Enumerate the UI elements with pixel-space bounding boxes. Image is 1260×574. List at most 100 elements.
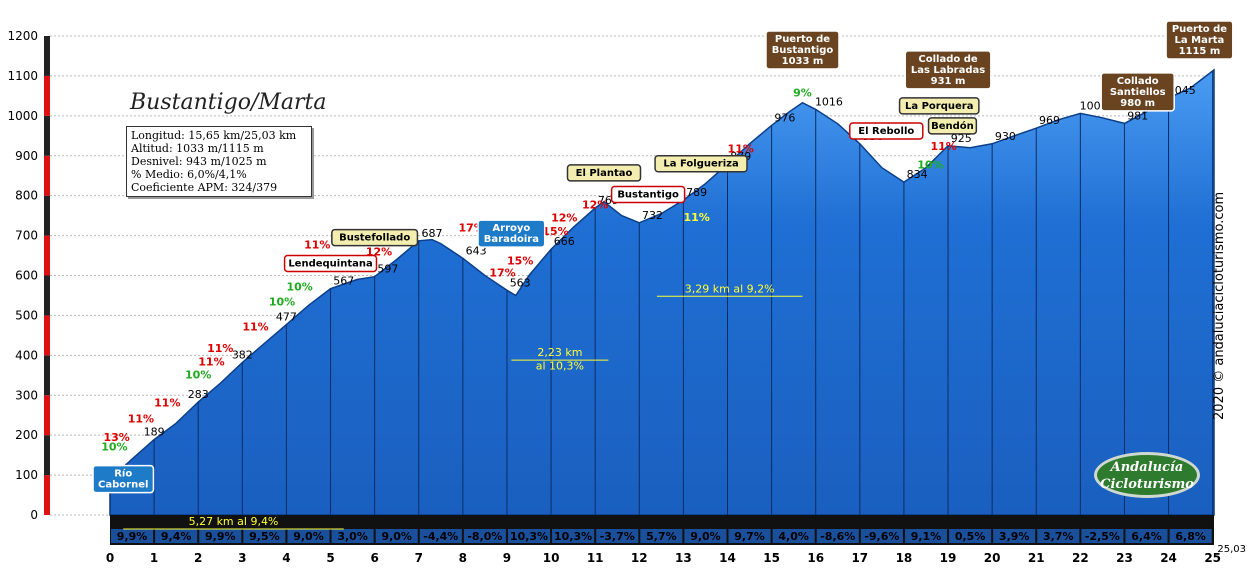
km-slope-label: 10,3% [510,530,548,543]
place-box [92,464,155,494]
x-tick-label: 17 [851,551,868,565]
scale-segment [44,355,50,396]
ramp-label: 15% [542,225,568,238]
place-label: El Plantao [566,164,642,182]
ramp-label: 10% [269,295,295,308]
x-tick-label: 2 [194,551,202,565]
place-text: La Porquera [905,101,973,112]
y-tick-label: 1100 [7,69,38,83]
place-text: Bustefollado [339,233,410,244]
slope-cell [552,529,595,543]
scale-segment [44,395,50,436]
elevation-value: 666 [554,235,575,248]
place-text: La Marta [1175,35,1225,46]
place-text: Bendón [931,120,974,132]
km-slope-label: 3,0% [337,530,368,543]
km-lines [109,70,1214,515]
elevation-value: 1016 [815,95,843,108]
slope-cell [111,529,154,543]
km-slope-label: 9,9% [205,530,236,543]
km-slope-label: 9,0% [293,530,324,543]
stretch-label: 3,29 km al 9,2% [685,282,775,295]
place-text: Río [114,468,132,480]
km-slope-label: 9,0% [381,530,412,543]
slope-cell [816,529,859,543]
elevation-value: 283 [188,388,209,401]
place-text: Santiellos [1110,87,1166,98]
scale-segment [44,435,50,476]
km-slope-label: 9,0% [690,530,721,543]
x-tick-label: 7 [415,551,423,565]
km-slope-label: 3,9% [999,530,1030,543]
x-tick-label: 11 [587,551,604,565]
x-tick-label: 23 [1116,551,1133,565]
ramp-label: 11% [154,396,180,409]
slope-cell [507,529,551,543]
km-slope-label: -3,7% [600,530,635,543]
scale-segment [44,115,50,156]
elevation-value: 382 [232,349,253,362]
slope-cell [419,529,462,543]
slope-cell [243,529,286,543]
ramp-label: 10% [917,159,943,172]
slope-cell [904,529,948,543]
place-box [904,50,992,90]
km-slope-label: 9,9% [117,530,148,543]
km-slope-label: -4,4% [423,530,458,543]
chart-title: Bustantigo/Marta [130,90,327,115]
place-label: Bustefollado [331,228,419,247]
elevation-value: 925 [951,132,972,145]
elevation-value: 687 [421,227,442,240]
x-tick-label: 10 [543,551,560,565]
km-slope-label: 9,4% [161,530,192,543]
elevation-value: 597 [377,263,398,276]
km-slope-label: -2,5% [1085,530,1120,543]
place-text: 1115 m [1179,46,1221,57]
y-tick-label: 700 [15,229,38,243]
elevation-value: 567 [333,275,354,288]
scale-segment [44,475,50,515]
info-coefficient: Coeficiente APM: 324/379 [131,181,278,194]
ramp-label: 12% [582,198,608,211]
slope-cell [772,529,815,543]
ramp-label: 11% [207,342,233,355]
km-slope-label: 4,0% [778,530,809,543]
slope-cell [596,529,639,543]
y-tick-label: 200 [15,428,38,442]
slope-cell [375,529,418,543]
x-tick-label: 1 [150,551,158,565]
elevation-value: 477 [276,311,297,324]
elevation-value: 789 [686,186,707,199]
info-average: % Medio: 6,0%/4,1% [131,168,247,181]
place-label: Bendón [927,117,978,135]
place-box [654,154,748,173]
ramp-label: 11% [930,140,956,153]
x-tick-label: 14 [719,551,736,565]
x-tick-label: 16 [807,551,824,565]
scale-segment [44,195,50,236]
place-box [898,97,980,115]
elevation-value: 930 [995,130,1016,143]
ramp-label: 11% [728,143,754,156]
scale-segment [44,315,50,356]
place-text: 1033 m [782,56,824,67]
place-text: El Plantao [576,168,633,179]
y-axis-labels: 0 100 200 300 400 500 600 700 800 900 1000 1100 1200 [7,29,38,522]
ramp-label: 15% [507,255,533,268]
place-text: Collado de [918,54,977,65]
place-label: El Rebollo [849,122,924,140]
x-tick-label: 5 [326,551,334,565]
y-tick-label: 100 [15,468,38,482]
slope-cell [463,529,506,543]
place-text: Baradoira [484,234,539,245]
place-text: Bustantigo [617,189,679,200]
slope-cell [860,529,903,543]
slope-cell [287,529,330,543]
